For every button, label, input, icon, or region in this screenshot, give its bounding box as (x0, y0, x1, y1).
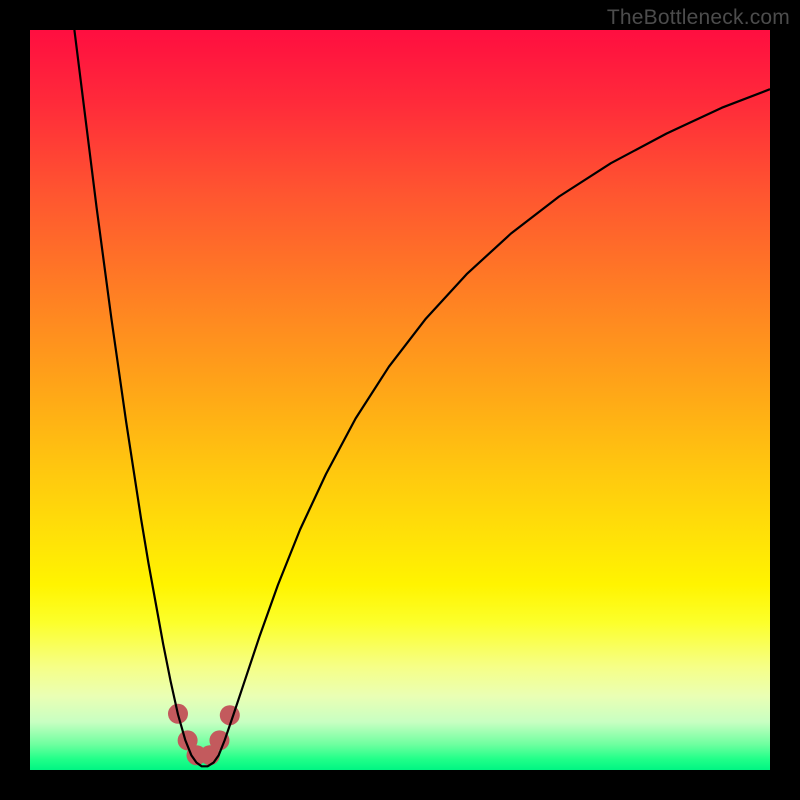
chart-frame: TheBottleneck.com (0, 0, 800, 800)
attribution-text: TheBottleneck.com (607, 6, 790, 30)
plot-area (30, 30, 770, 770)
gradient-background (30, 30, 770, 770)
bottleneck-chart (30, 30, 770, 770)
